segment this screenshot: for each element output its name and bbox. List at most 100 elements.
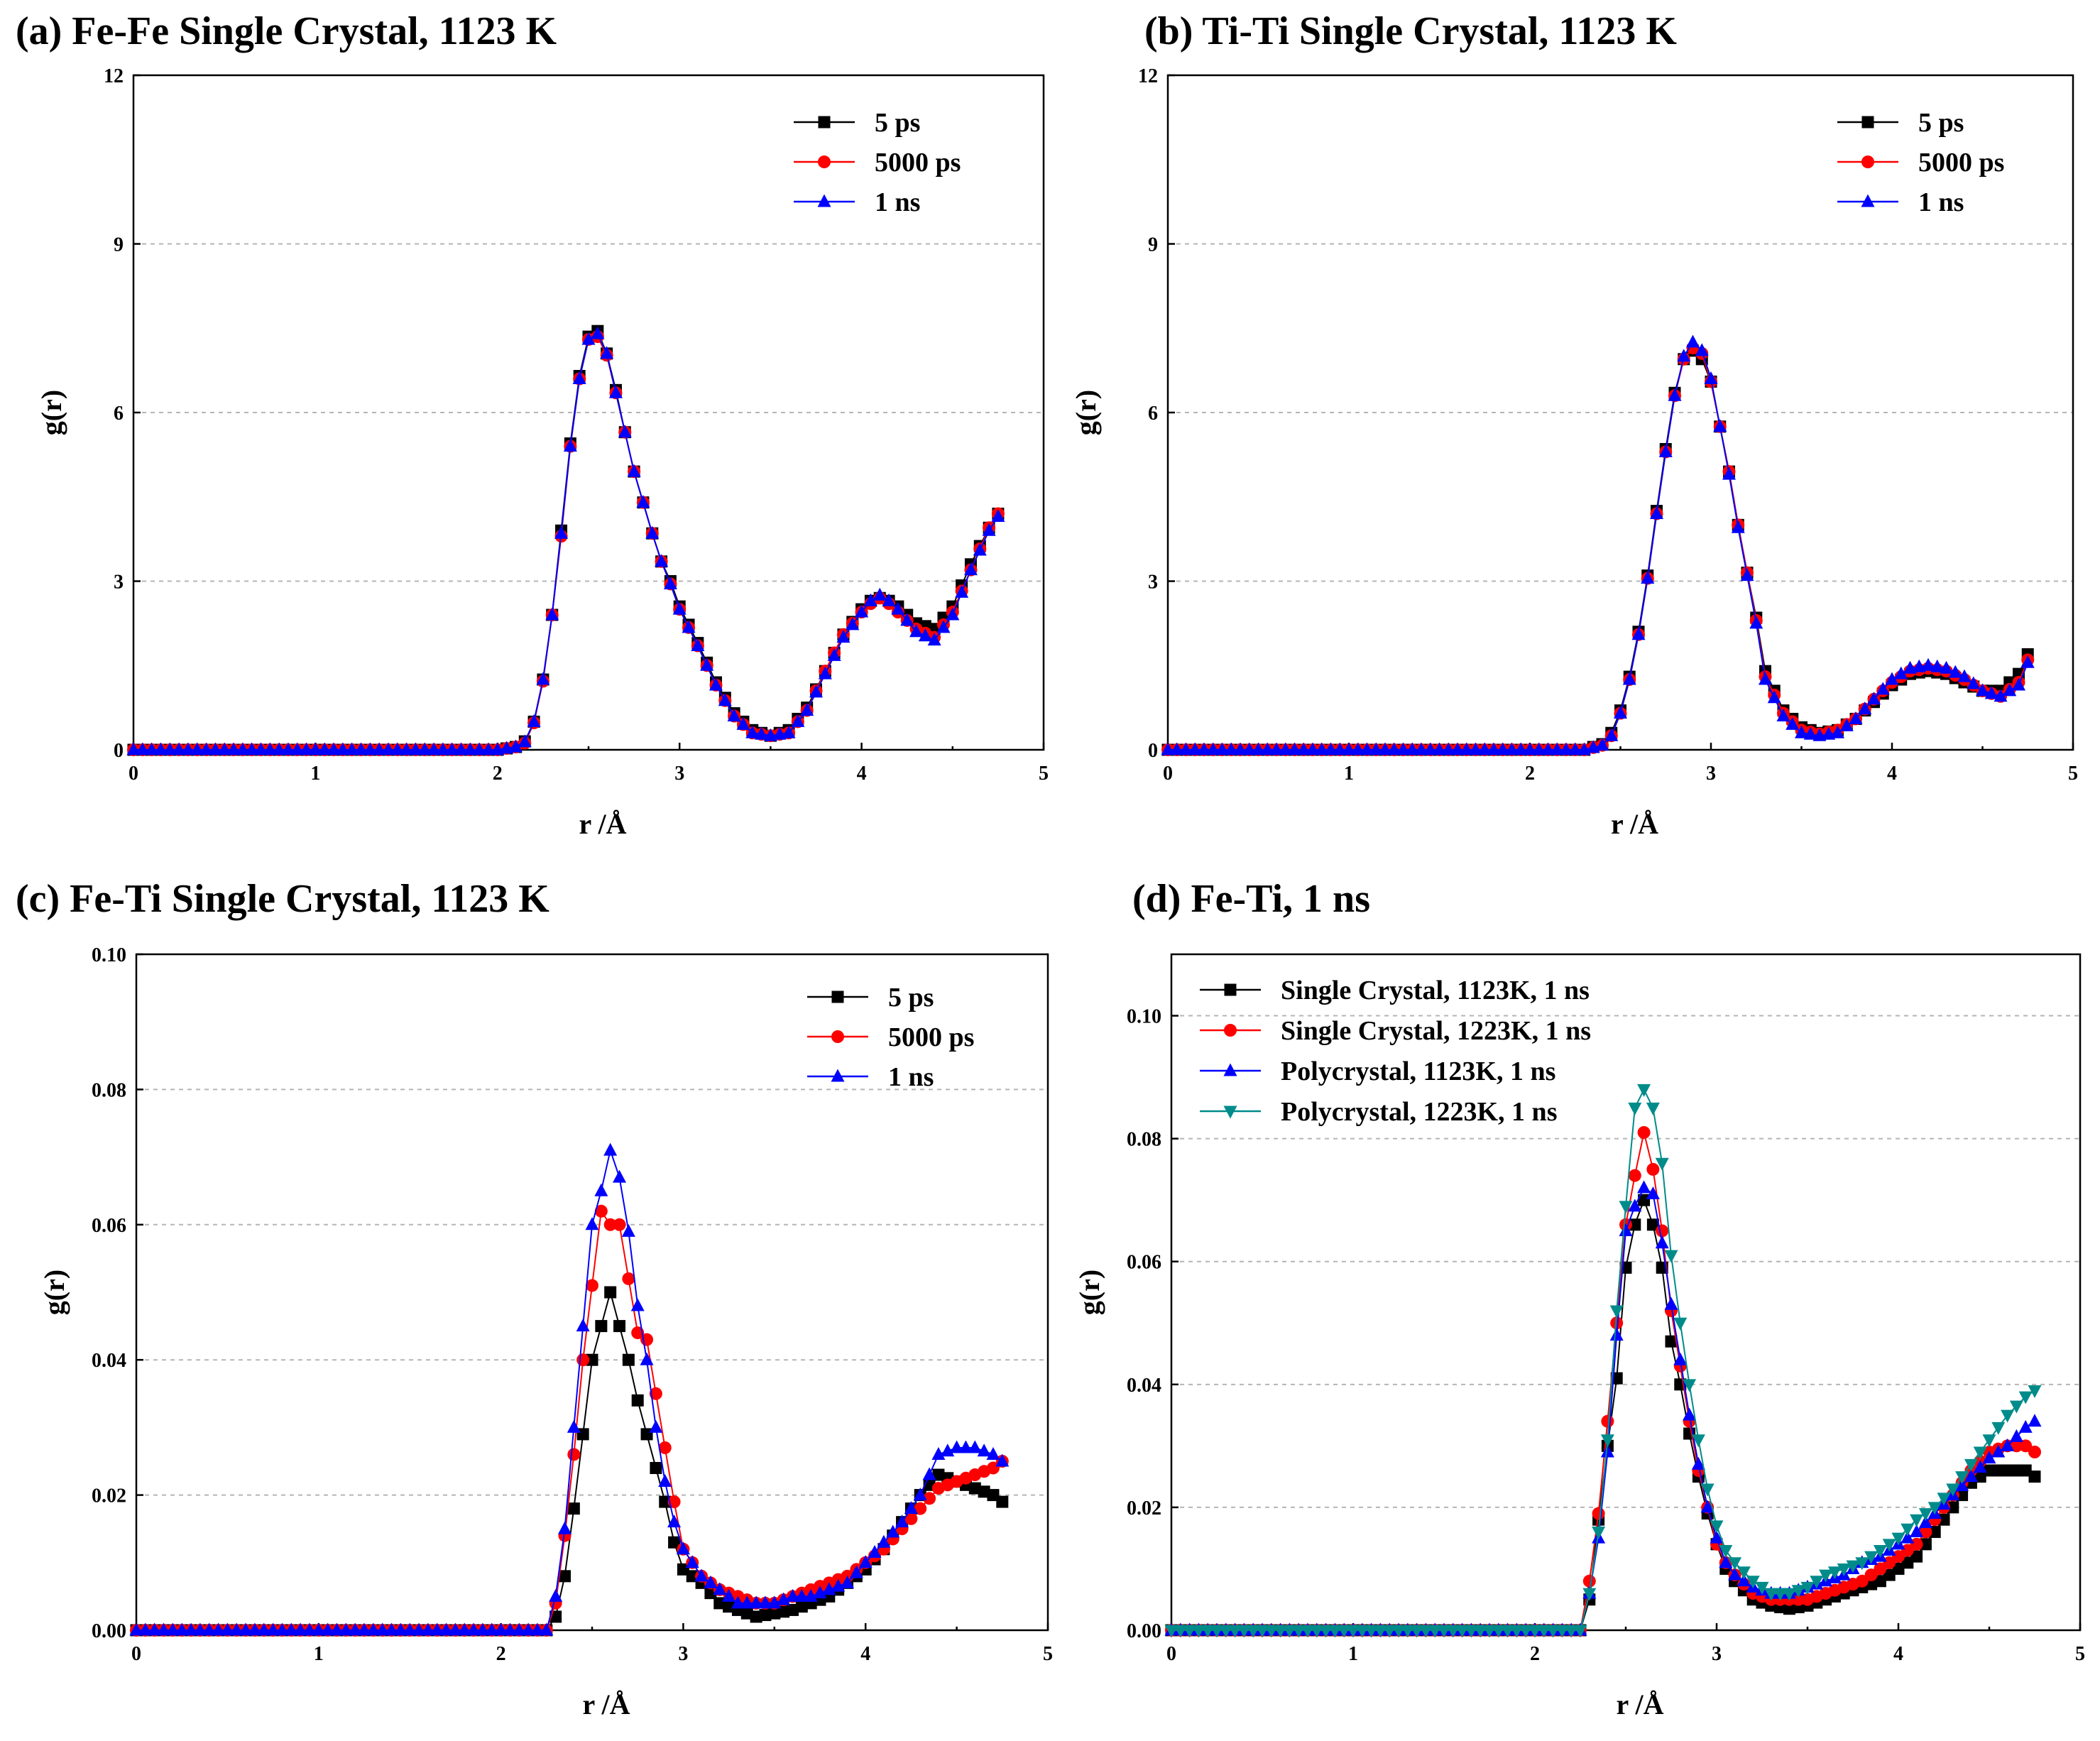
x-axis-label: r /Å [582,1688,630,1720]
data-point [1505,742,1519,755]
data-point [1665,1335,1678,1348]
data-point [354,742,368,755]
data-point [1450,742,1465,755]
data-point [891,601,905,615]
y-tick-label: 0.08 [1127,1129,1161,1151]
data-point [403,1622,417,1636]
x-tick-label: 3 [1706,763,1716,785]
series-0 [1161,344,2034,756]
chart-panel-3: (d) Fe-Ti, 1 ns 0 1 2 3 4 5 0.00 0.02 0.04 0.06 0.0… [1073,877,2085,1720]
data-point [1874,1562,1887,1576]
data-point [2028,1414,2042,1427]
data-point [1582,1588,1597,1601]
series-line [133,332,999,751]
data-point [1937,1513,1950,1526]
data-point [1668,388,1682,401]
series-1 [1161,341,2035,756]
data-point [1477,742,1492,755]
x-tick-label: 3 [678,1643,688,1665]
data-point [275,1622,289,1636]
x-axis-label: r /Å [579,808,626,840]
series-2 [1161,334,2035,755]
data-point [1628,1199,1642,1212]
data-point [777,1605,790,1618]
x-tick-label: 5 [2068,763,2078,785]
data-point [567,1448,581,1461]
data-point [463,742,477,755]
data-point [229,1622,244,1636]
data-point [1269,742,1284,755]
data-point [2003,683,2017,697]
data-point [936,620,951,633]
data-point [1855,1557,1869,1571]
data-point [563,439,577,452]
data-point [1973,1446,1987,1460]
data-point [466,1622,481,1636]
data-point [1803,726,1817,740]
data-point [1428,1625,1442,1638]
data-point [217,742,231,755]
data-point [982,523,996,536]
legend-marker [1224,1024,1237,1037]
data-point [1700,1500,1715,1513]
legend-marker [1223,1063,1237,1076]
data-point [457,1622,471,1636]
data-point [357,1622,371,1636]
data-point [1982,1451,1996,1464]
chart-panel-1: (b) Ti-Ti Single Crystal, 1123 K0 1 2 3 4 503… [1070,9,2078,840]
data-point [1910,1537,1923,1551]
data-point [713,1597,726,1610]
data-point [585,1217,599,1230]
data-point [1656,1224,1669,1238]
data-point [1864,1551,1878,1564]
data-point [791,714,805,727]
data-point [1728,1557,1742,1571]
y-tick-label: 0.10 [1127,1006,1161,1028]
data-point [995,1453,1010,1467]
data-point [1509,1625,1524,1638]
data-point [755,726,769,740]
x-tick-label: 2 [1530,1643,1540,1665]
data-point [1755,1581,1769,1595]
data-point [454,742,469,755]
data-point [1992,1464,2005,1477]
data-point [1492,1625,1506,1638]
data-point [1767,690,1781,704]
data-point [649,1387,662,1400]
data-point [1629,1218,1641,1231]
data-point [1464,1625,1478,1638]
data-point [329,1622,344,1636]
data-point [600,346,614,359]
data-point [1373,1625,1387,1638]
x-tick-label: 1 [1344,763,1354,785]
data-point [521,1622,535,1636]
data-point [212,1622,226,1636]
data-point [1592,1507,1605,1520]
data-point [284,1622,298,1636]
data-point [655,554,669,567]
data-point [1564,1625,1578,1638]
data-point [257,1622,271,1636]
data-point [1161,742,1175,755]
legend-marker [817,194,831,207]
data-point [2001,1438,2015,1451]
data-point [436,742,450,755]
data-point [1901,1530,1915,1544]
data-point [668,1536,681,1549]
data-point [827,648,841,661]
data-point [549,1588,563,1602]
data-point [758,1595,772,1609]
data-point [1319,1625,1333,1638]
data-point [1582,1574,1596,1588]
data-point [1731,520,1745,533]
data-point [472,742,486,755]
data-point [1296,742,1311,755]
x-tick-label: 5 [1039,763,1049,785]
data-point [1282,1625,1296,1638]
data-point [958,1440,973,1453]
data-point [868,1545,882,1559]
data-point [1918,1508,1932,1522]
data-point [795,1600,808,1613]
legend-marker [1861,155,1874,168]
data-point [1360,742,1374,755]
